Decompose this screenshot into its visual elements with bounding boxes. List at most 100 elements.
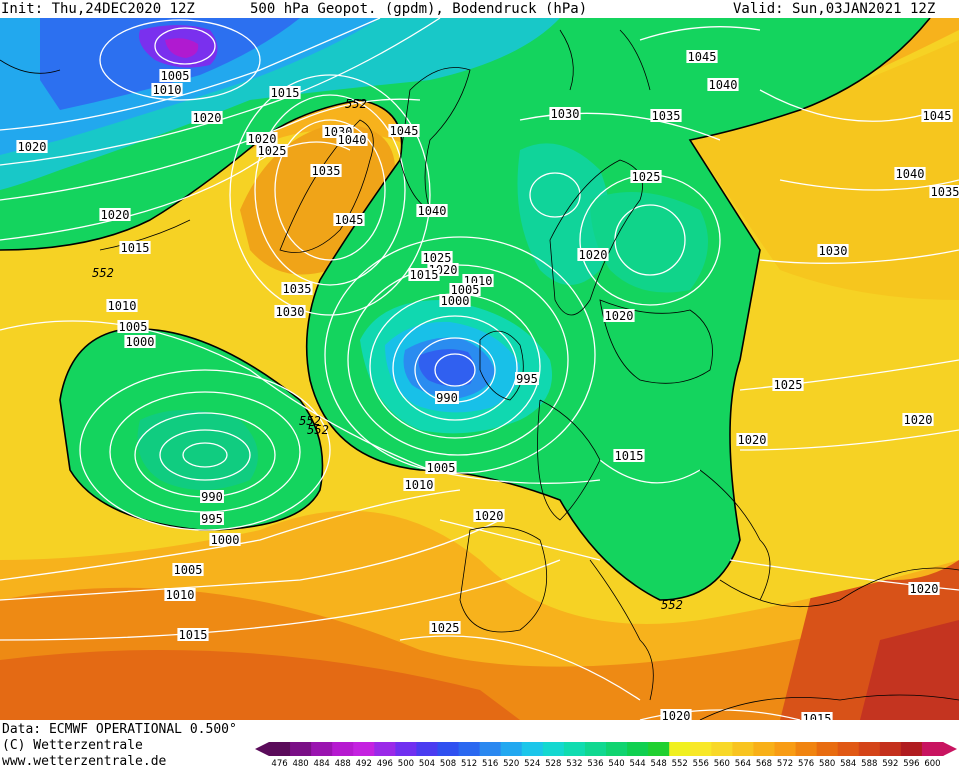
isobar-label: 1020 — [660, 709, 692, 720]
isobar-label: 995 — [200, 512, 224, 526]
isobar-label-box — [106, 299, 138, 312]
contour-label: 552 — [307, 423, 329, 437]
isobar-label-text: 1010 — [108, 299, 137, 313]
isobar-label: 1045 — [333, 213, 365, 227]
colorbar-tick-label: 532 — [566, 759, 582, 768]
isobar-label-box — [200, 490, 224, 503]
isobar-label-box — [281, 282, 313, 295]
colorbar-tick-label: 592 — [882, 759, 898, 768]
isobar-label-text: 1045 — [688, 50, 717, 64]
isobar-label-text: 1035 — [931, 185, 959, 199]
isobar-label-box — [921, 109, 953, 122]
colorbar-tick-label: 488 — [335, 759, 351, 768]
isobar-label-text: 1020 — [579, 248, 608, 262]
isobar-label-text: 1045 — [390, 124, 419, 138]
data-source: Data: ECMWF OPERATIONAL 0.500° — [2, 722, 237, 737]
valid-time: Valid: Sun,03JAN2021 12Z — [733, 1, 936, 17]
colorbar-swatch — [521, 742, 544, 756]
isobar-label: 1035 — [650, 109, 682, 123]
isobar-label-box — [416, 204, 448, 217]
isobar-label-box — [191, 111, 223, 124]
isobar-label: 1025 — [772, 378, 804, 392]
isobar-label-text: 1040 — [896, 167, 925, 181]
isobar-label-text: 1010 — [166, 588, 195, 602]
isobar-label-text: 1020 — [18, 140, 47, 154]
isobar-label: 1010 — [403, 478, 435, 492]
isobar-label: 1015 — [269, 86, 301, 100]
isobar-label: 1045 — [388, 124, 420, 138]
isobar-label-text: 1015 — [271, 86, 300, 100]
isobar-label-text: 1015 — [410, 268, 439, 282]
isobar-label-text: 1045 — [335, 213, 364, 227]
isobar-label: 1020 — [191, 111, 223, 125]
colorbar-swatch — [669, 742, 691, 756]
isobar-label-box — [269, 86, 301, 99]
isobar-label-text: 1020 — [101, 208, 130, 222]
colorbar-tick-label: 560 — [714, 759, 730, 768]
colorbar-swatch — [921, 742, 944, 756]
isobar-label-box — [435, 391, 459, 404]
colorbar-tick-label: 516 — [482, 759, 498, 768]
isobar-label-text: 995 — [201, 512, 223, 526]
isobar-label-text: 1025 — [423, 251, 452, 265]
isobar-label-text: 1025 — [632, 170, 661, 184]
colorbar-swatch — [353, 742, 375, 756]
warm-zone-580 — [0, 650, 520, 720]
map-footer: Data: ECMWF OPERATIONAL 0.500° (C) Wette… — [0, 720, 959, 770]
isobar-label: 990 — [200, 490, 224, 504]
colorbar-tick-label: 568 — [756, 759, 772, 768]
isobar-label: 1015 — [801, 712, 833, 720]
isobar-label-text: 1005 — [451, 283, 480, 297]
colorbar-swatch — [437, 742, 460, 756]
contour-label: 552 — [661, 598, 683, 612]
isobar-label-box — [817, 244, 849, 257]
colorbar-swatch — [395, 742, 417, 756]
isobar-label-text: 1015 — [615, 449, 644, 463]
isobar-label-text: 1040 — [338, 133, 367, 147]
colorbar-tick-label: 584 — [840, 759, 856, 768]
polar-vortex-center — [165, 38, 199, 58]
isobar-label-text: 1020 — [605, 309, 634, 323]
isobar-label-box — [177, 628, 209, 641]
isobar-label-text: 990 — [201, 490, 223, 504]
isobar-label-box — [421, 251, 453, 264]
isobar-label: 1000 — [439, 294, 471, 308]
colorbar-tick-label: 556 — [693, 759, 709, 768]
isobar-label-box — [801, 712, 833, 720]
isobar-label-box — [473, 509, 505, 522]
isobar-label-box — [172, 563, 204, 576]
isobar-label: 1045 — [686, 50, 718, 64]
colorbar-swatch — [795, 742, 818, 756]
colorbar-swatch — [584, 742, 607, 756]
colorbar-swatch — [711, 742, 733, 756]
isobar-label: 1020 — [736, 433, 768, 447]
contour-label-text: 552 — [299, 414, 321, 428]
colorbar-tick-label: 492 — [356, 759, 372, 768]
isobar-label-box — [736, 433, 768, 446]
colorbar-swatch — [500, 742, 523, 756]
isobar-label-box — [151, 83, 183, 96]
isobar-label-box — [429, 621, 461, 634]
isobar-label-box — [613, 449, 645, 462]
isobar-label-box — [650, 109, 682, 122]
colorbar-swatch — [542, 742, 565, 756]
contour-label-text: 552 — [307, 423, 329, 437]
isobar-label: 1035 — [281, 282, 313, 296]
colorbar-tick-label: 548 — [651, 759, 667, 768]
isobar-label: 1035 — [310, 164, 342, 178]
isobar-label-box — [549, 107, 581, 120]
isobar-label-box — [403, 478, 435, 491]
isobar-label-text: 1000 — [211, 533, 240, 547]
copyright: (C) Wetterzentrale — [2, 738, 143, 753]
isobar-label-box — [16, 140, 48, 153]
isobar-label-text: 1015 — [179, 628, 208, 642]
isobar-label-box — [164, 588, 196, 601]
colorbar-tick-label: 524 — [524, 759, 540, 768]
isobar-label-text: 1010 — [405, 478, 434, 492]
isobar-label-box — [333, 213, 365, 226]
colorbar-arrow-right — [943, 742, 957, 756]
isobar-label-text: 1020 — [248, 132, 277, 146]
colorbar-swatch — [816, 742, 839, 756]
isobar-label-box — [159, 69, 191, 82]
isobar-label: 1015 — [613, 449, 645, 463]
